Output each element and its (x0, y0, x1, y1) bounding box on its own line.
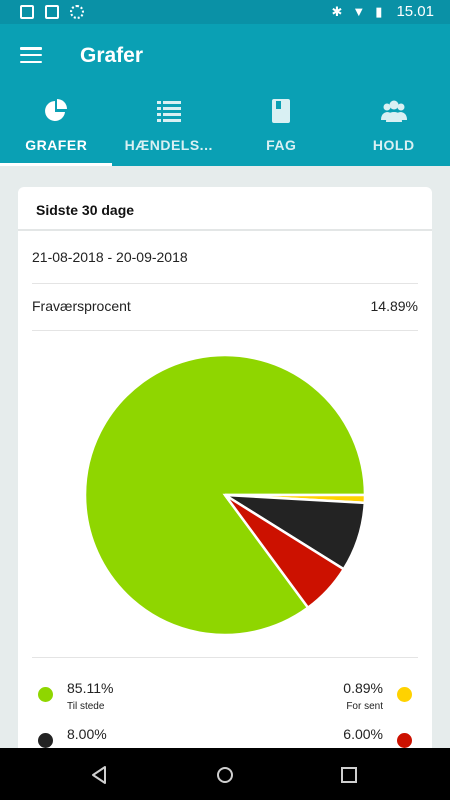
tab-label: GRAFER (25, 137, 88, 153)
tab-grafer[interactable]: GRAFER (0, 88, 113, 166)
battery-icon: ▮ (375, 3, 383, 19)
list-icon (156, 101, 181, 122)
back-icon[interactable] (88, 764, 110, 786)
system-nav-bar (0, 748, 450, 800)
download-icon (45, 5, 59, 19)
absence-label: Fraværsprocent (32, 298, 131, 314)
bluetooth-icon: ✱ (331, 3, 343, 19)
status-time: 15.01 (396, 3, 434, 20)
tab-label: HOLD (372, 137, 415, 153)
legend-dot (397, 733, 412, 748)
legend-value: 85.11% (67, 680, 114, 696)
recents-icon[interactable] (338, 764, 360, 786)
app-bar: Grafer (0, 24, 450, 88)
image-icon (20, 5, 34, 19)
sync-icon (70, 5, 84, 19)
tab-bar: GRAFER HÆNDELS... FAG HOLD (0, 88, 450, 166)
date-range: 21-08-2018 - 20-09-2018 (32, 249, 418, 284)
tab-label: FAG (266, 137, 297, 153)
tab-hold[interactable]: HOLD (338, 88, 450, 166)
legend-dot (38, 733, 53, 748)
absence-row: Fraværsprocent 14.89% (32, 298, 418, 331)
legend-dot (38, 687, 53, 702)
pie-chart-icon (45, 99, 68, 121)
menu-icon[interactable] (20, 47, 42, 63)
tab-haendelser[interactable]: HÆNDELS... (113, 88, 226, 166)
legend-dot (397, 687, 412, 702)
divider (32, 657, 418, 658)
tab-indicator (0, 163, 112, 166)
legend-label: For sent (346, 701, 383, 712)
stats-card: Sidste 30 dage 21-08-2018 - 20-09-2018 F… (18, 187, 432, 767)
status-bar: ✱ ▼ ▮ 15.01 (0, 0, 450, 24)
pie-slice (83, 353, 367, 637)
home-icon[interactable] (214, 764, 236, 786)
wifi-icon: ▼ (352, 4, 366, 19)
legend-value: 6.00% (343, 726, 383, 742)
book-icon (272, 99, 291, 123)
tab-fag[interactable]: FAG (225, 88, 338, 166)
card-header: Sidste 30 dage (18, 187, 432, 231)
pie-slice (223, 493, 346, 610)
page-title: Grafer (80, 44, 144, 67)
legend-label: Til stede (67, 701, 105, 712)
absence-value: 14.89% (370, 298, 418, 314)
legend-value: 0.89% (343, 680, 383, 696)
tab-label: HÆNDELS... (124, 137, 213, 153)
group-icon (380, 100, 407, 122)
legend-value: 8.00% (67, 726, 107, 742)
pie-chart (18, 332, 432, 658)
